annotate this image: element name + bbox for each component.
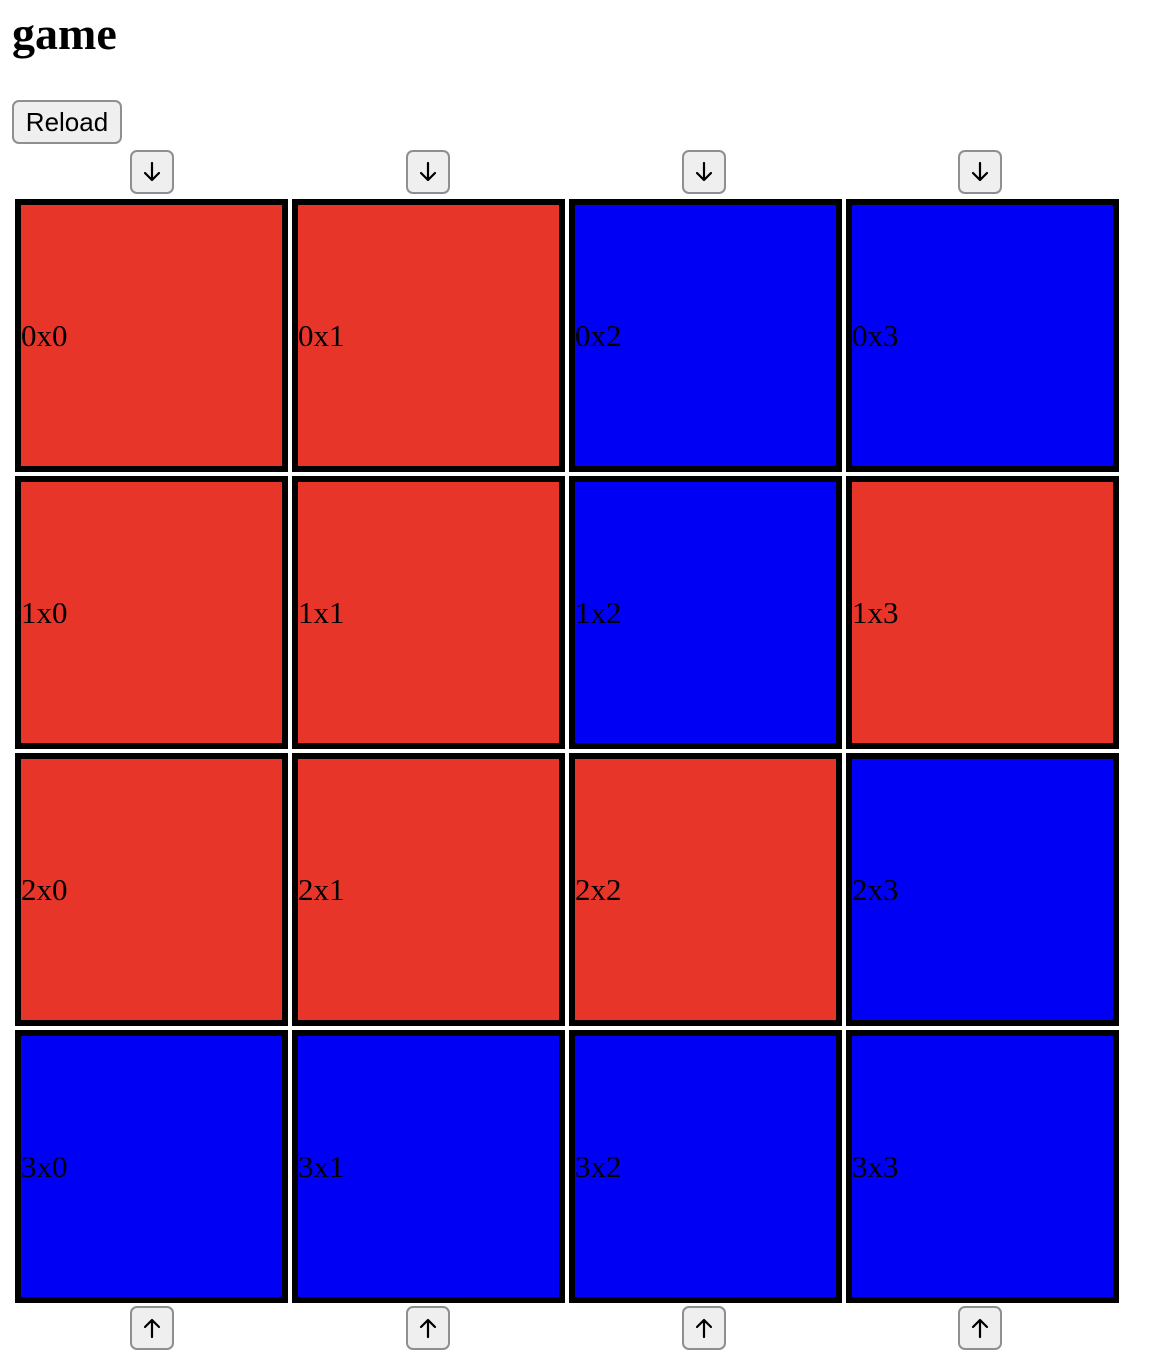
column-2-down-button[interactable] bbox=[682, 150, 726, 194]
down-arrow-icon bbox=[694, 161, 714, 183]
column-0-up-button[interactable] bbox=[130, 1306, 174, 1350]
cell-label: 2x0 bbox=[21, 871, 68, 907]
up-arrow-icon bbox=[970, 1317, 990, 1339]
cell-label: 1x1 bbox=[298, 594, 345, 630]
cell-label: 1x2 bbox=[575, 594, 622, 630]
cell-label: 0x3 bbox=[852, 317, 899, 353]
cell-2x1[interactable]: 2x1 bbox=[292, 753, 565, 1026]
cell-3x0[interactable]: 3x0 bbox=[15, 1030, 288, 1303]
cell-label: 3x3 bbox=[852, 1148, 899, 1184]
up-arrow-icon bbox=[694, 1317, 714, 1339]
page-title: game bbox=[12, 8, 117, 59]
cell-2x0[interactable]: 2x0 bbox=[15, 753, 288, 1026]
column-2-up-button[interactable] bbox=[682, 1306, 726, 1350]
cell-label: 1x3 bbox=[852, 594, 899, 630]
cell-label: 2x2 bbox=[575, 871, 622, 907]
cell-1x1[interactable]: 1x1 bbox=[292, 476, 565, 749]
down-arrow-icon bbox=[142, 161, 162, 183]
cell-3x2[interactable]: 3x2 bbox=[569, 1030, 842, 1303]
cell-label: 0x1 bbox=[298, 317, 345, 353]
game-board: 0x0 0x1 0x2 0x3 1x0 1x1 1x2 1x3 2x0 2x1 … bbox=[15, 199, 1119, 1303]
column-1-up-button[interactable] bbox=[406, 1306, 450, 1350]
cell-label: 2x3 bbox=[852, 871, 899, 907]
cell-label: 0x0 bbox=[21, 317, 68, 353]
cell-3x1[interactable]: 3x1 bbox=[292, 1030, 565, 1303]
reload-button[interactable]: Reload bbox=[12, 100, 122, 144]
cell-0x2[interactable]: 0x2 bbox=[569, 199, 842, 472]
cell-label: 3x2 bbox=[575, 1148, 622, 1184]
cell-label: 2x1 bbox=[298, 871, 345, 907]
down-arrow-icon bbox=[418, 161, 438, 183]
up-arrow-icon bbox=[142, 1317, 162, 1339]
cell-1x0[interactable]: 1x0 bbox=[15, 476, 288, 749]
cell-label: 3x0 bbox=[21, 1148, 68, 1184]
cell-1x3[interactable]: 1x3 bbox=[846, 476, 1119, 749]
cell-label: 1x0 bbox=[21, 594, 68, 630]
column-0-down-button[interactable] bbox=[130, 150, 174, 194]
down-arrow-icon bbox=[970, 161, 990, 183]
cell-0x1[interactable]: 0x1 bbox=[292, 199, 565, 472]
cell-label: 3x1 bbox=[298, 1148, 345, 1184]
up-arrow-icon bbox=[418, 1317, 438, 1339]
cell-label: 0x2 bbox=[575, 317, 622, 353]
cell-2x2[interactable]: 2x2 bbox=[569, 753, 842, 1026]
column-3-up-button[interactable] bbox=[958, 1306, 1002, 1350]
cell-0x3[interactable]: 0x3 bbox=[846, 199, 1119, 472]
cell-2x3[interactable]: 2x3 bbox=[846, 753, 1119, 1026]
cell-3x3[interactable]: 3x3 bbox=[846, 1030, 1119, 1303]
column-3-down-button[interactable] bbox=[958, 150, 1002, 194]
column-1-down-button[interactable] bbox=[406, 150, 450, 194]
cell-0x0[interactable]: 0x0 bbox=[15, 199, 288, 472]
cell-1x2[interactable]: 1x2 bbox=[569, 476, 842, 749]
